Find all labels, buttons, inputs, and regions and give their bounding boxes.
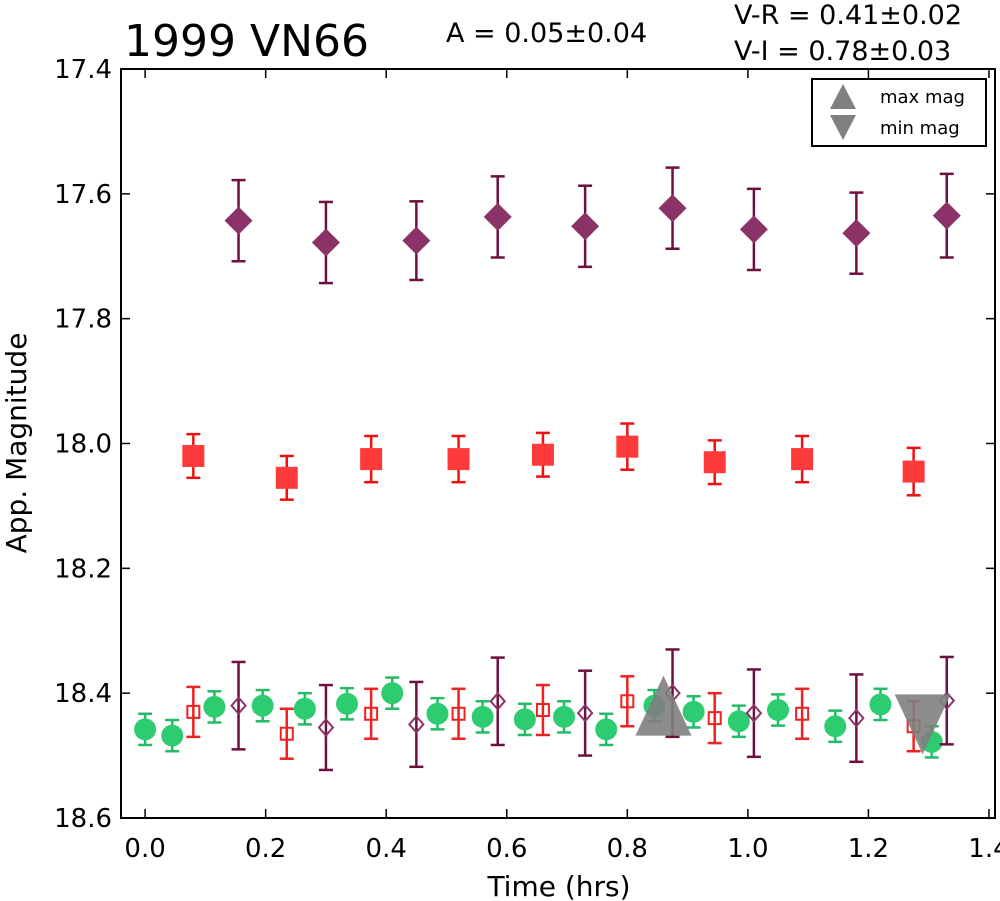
y-tick-label: 18.6 xyxy=(54,804,112,834)
data-point xyxy=(203,695,226,718)
series-group xyxy=(230,648,956,772)
data-point xyxy=(408,714,425,734)
data-point xyxy=(451,706,466,721)
data-point xyxy=(791,448,814,471)
data-point xyxy=(364,706,379,721)
min-mag-marker xyxy=(894,694,951,755)
data-point xyxy=(279,726,294,741)
legend-max-label: max mag xyxy=(880,87,965,108)
chart-title: 1999 VN66 xyxy=(124,16,369,67)
y-tick-label: 17.4 xyxy=(54,55,112,85)
data-point xyxy=(902,460,925,483)
legend-max-triangle-icon xyxy=(830,84,856,109)
data-point xyxy=(795,706,810,721)
max-mag-marker xyxy=(635,675,692,736)
x-tick-label: 0.8 xyxy=(607,834,648,864)
data-point xyxy=(293,697,316,720)
data-point xyxy=(745,703,763,723)
data-point xyxy=(616,435,639,458)
x-axis-label: Time (hrs) xyxy=(486,870,630,901)
x-tick-label: 1.0 xyxy=(727,834,768,864)
data-point xyxy=(186,704,201,719)
series-group xyxy=(134,676,943,759)
data-point xyxy=(336,692,359,715)
data-point xyxy=(513,708,536,731)
x-tick-label: 1.2 xyxy=(848,834,889,864)
data-point xyxy=(535,703,550,718)
data-point xyxy=(703,451,726,474)
data-point xyxy=(576,703,594,723)
data-point xyxy=(182,444,205,467)
series-group xyxy=(182,422,925,501)
y-tick-label: 18.0 xyxy=(54,430,112,460)
data-point xyxy=(842,219,871,248)
data-point xyxy=(471,705,494,728)
data-point xyxy=(275,466,298,489)
data-point xyxy=(739,215,768,244)
y-tick-label: 18.2 xyxy=(54,554,112,584)
data-point xyxy=(402,226,431,255)
plot-frame xyxy=(120,68,996,819)
data-point xyxy=(682,700,705,723)
data-point xyxy=(848,708,865,728)
data-point xyxy=(531,443,554,466)
data-point xyxy=(932,201,961,230)
data-point xyxy=(483,202,512,231)
legend-min-triangle-icon xyxy=(830,115,856,140)
y-axis-label: App. Magnitude xyxy=(0,333,33,554)
legend: max mag min mag xyxy=(811,78,987,147)
x-tick-label: 1.4 xyxy=(968,834,1000,864)
data-point xyxy=(707,711,722,726)
data-point xyxy=(251,694,274,717)
y-tick-label: 18.4 xyxy=(54,679,112,709)
data-point xyxy=(426,702,449,725)
data-point xyxy=(595,718,618,741)
y-tick-labels: 17.4 17.6 17.8 18.0 18.2 18.4 18.6 xyxy=(54,55,995,834)
y-tick-label: 17.6 xyxy=(54,180,112,210)
series-group xyxy=(224,166,961,285)
data-point xyxy=(134,718,157,741)
data-point xyxy=(553,705,576,728)
amplitude-annotation: A = 0.05±0.04 xyxy=(446,18,647,49)
data-point xyxy=(161,724,184,747)
data-point xyxy=(824,715,847,738)
data-point xyxy=(571,212,600,241)
data-point xyxy=(311,228,340,257)
data-point xyxy=(447,448,470,471)
data-point xyxy=(767,699,790,722)
data-point xyxy=(230,696,247,716)
vi-color-annotation: V-I = 0.78±0.03 xyxy=(734,36,951,67)
data-point xyxy=(869,693,892,716)
data-point xyxy=(381,682,404,705)
data-point xyxy=(620,694,635,709)
data-point xyxy=(489,691,507,711)
x-tick-label: 0.2 xyxy=(245,834,286,864)
data-point xyxy=(224,206,253,235)
data-point xyxy=(727,710,750,733)
y-tick-label: 17.8 xyxy=(54,305,112,335)
data-point xyxy=(360,448,383,471)
data-point xyxy=(317,717,335,738)
data-point xyxy=(658,194,687,223)
x-tick-label: 0.4 xyxy=(366,834,407,864)
x-tick-label: 0.6 xyxy=(486,834,527,864)
x-tick-labels: 0.0 0.2 0.4 0.6 0.8 1.0 1.2 1.4 xyxy=(124,69,1000,864)
x-tick-label: 0.0 xyxy=(124,834,165,864)
vr-color-annotation: V-R = 0.41±0.02 xyxy=(734,0,962,31)
data-marks xyxy=(134,166,961,772)
legend-min-label: min mag xyxy=(880,118,960,139)
